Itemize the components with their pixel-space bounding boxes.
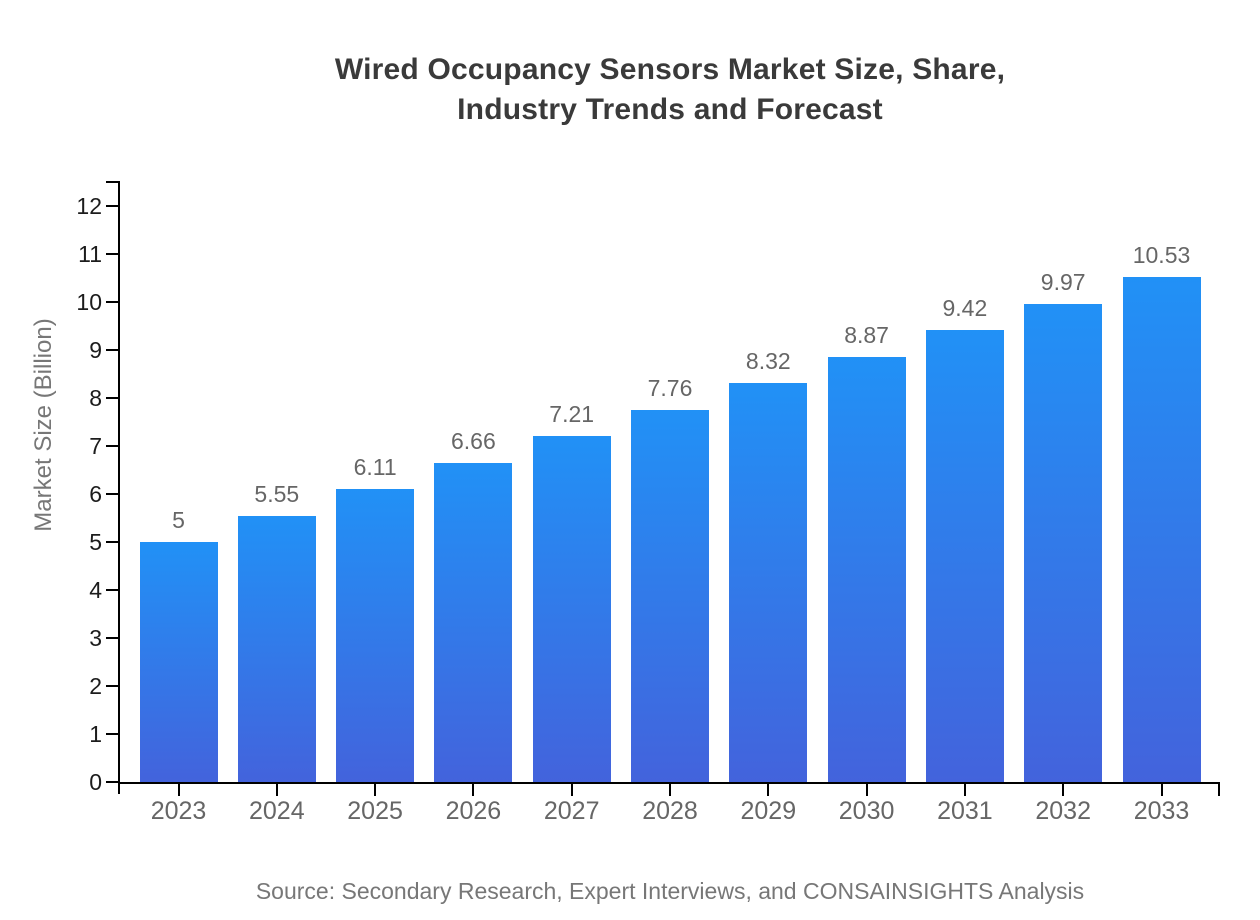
bar-value-label: 8.32 (745, 347, 791, 374)
y-tick (106, 445, 118, 448)
y-tick-label: 0 (89, 769, 102, 795)
bar-value-label: 6.66 (451, 427, 496, 454)
y-tick-label: 10 (76, 289, 102, 316)
bar-2025 (336, 488, 415, 782)
y-tick-label: 4 (89, 577, 102, 604)
x-tick (767, 784, 770, 796)
y-tick (106, 493, 118, 496)
y-tick-label: 2 (89, 673, 102, 700)
bar-value-label: 5.55 (254, 480, 300, 507)
bar-value-label: 7.76 (647, 374, 693, 401)
x-tick (1160, 784, 1163, 796)
y-tick-label: 3 (89, 625, 102, 652)
y-tick-label: 1 (89, 721, 102, 747)
bar-value-label: 5 (172, 507, 185, 534)
y-tick (106, 253, 118, 256)
x-tick (669, 784, 671, 796)
source-note: Source: Secondary Research, Expert Inter… (255, 878, 1085, 904)
bar-2030 (827, 356, 906, 782)
y-tick-label: 6 (89, 481, 102, 508)
chart-title-line-2: Industry Trends and Forecast (457, 93, 883, 126)
x-tick (472, 784, 475, 796)
x-tick-label: 2027 (543, 797, 600, 825)
bar-2027 (532, 436, 611, 782)
y-tick (106, 205, 118, 208)
x-tick-label: 2033 (1133, 797, 1190, 825)
y-tick-label: 7 (89, 433, 102, 460)
chart-title: Wired Occupancy Sensors Market Size, Sha… (80, 50, 1260, 130)
x-tick (1062, 784, 1065, 796)
bar-value-label: 10.53 (1132, 241, 1191, 268)
y-axis-end-tick (106, 181, 118, 183)
y-tick-label: 11 (78, 241, 102, 268)
chart-title-line-1: Wired Occupancy Sensors Market Size, Sha… (334, 53, 1006, 86)
y-tick (106, 349, 118, 352)
y-tick-label: 9 (89, 337, 102, 364)
bar-value-label: 8.87 (844, 321, 889, 348)
x-tick (570, 784, 573, 796)
y-axis-line (118, 181, 120, 794)
bar-2032 (1024, 303, 1103, 782)
y-tick (106, 589, 118, 592)
y-tick (106, 781, 118, 783)
x-tick (963, 784, 966, 796)
y-tick-label: 12 (76, 193, 102, 220)
x-tick (275, 784, 278, 796)
bar-value-label: 9.97 (1040, 268, 1086, 295)
y-tick (106, 637, 118, 640)
x-tick (865, 784, 868, 796)
x-tick-label: 2023 (150, 797, 207, 825)
y-tick (106, 541, 118, 544)
y-tick-label: 5 (89, 529, 102, 556)
y-tick (106, 301, 118, 304)
x-tick (374, 784, 377, 796)
x-axis-line (118, 782, 1220, 784)
bar-2028 (631, 409, 709, 782)
x-tick-label: 2024 (248, 797, 305, 825)
bar-2023 (139, 542, 218, 782)
y-tick (106, 397, 118, 400)
x-tick-label: 2032 (1035, 797, 1091, 825)
x-tick-label: 2031 (937, 797, 993, 825)
y-tick-label: 8 (89, 385, 102, 412)
bar-2026 (434, 462, 513, 782)
x-tick-label: 2025 (347, 797, 403, 825)
bar-2029 (729, 382, 808, 782)
bar-value-label: 7.21 (549, 401, 595, 428)
bar-2033 (1122, 276, 1201, 782)
bar-2024 (237, 515, 316, 782)
bar-2031 (925, 330, 1004, 782)
x-axis-end-tick (1218, 784, 1220, 796)
x-tick-label: 2029 (740, 797, 797, 825)
bar-value-label: 9.42 (942, 295, 988, 322)
x-tick-label: 2030 (838, 797, 895, 825)
bar-value-label: 6.11 (353, 453, 397, 480)
y-tick (106, 733, 118, 735)
x-tick-label: 2026 (445, 797, 502, 825)
y-tick (106, 685, 118, 688)
x-tick (177, 784, 180, 796)
x-tick-label: 2028 (642, 797, 698, 825)
